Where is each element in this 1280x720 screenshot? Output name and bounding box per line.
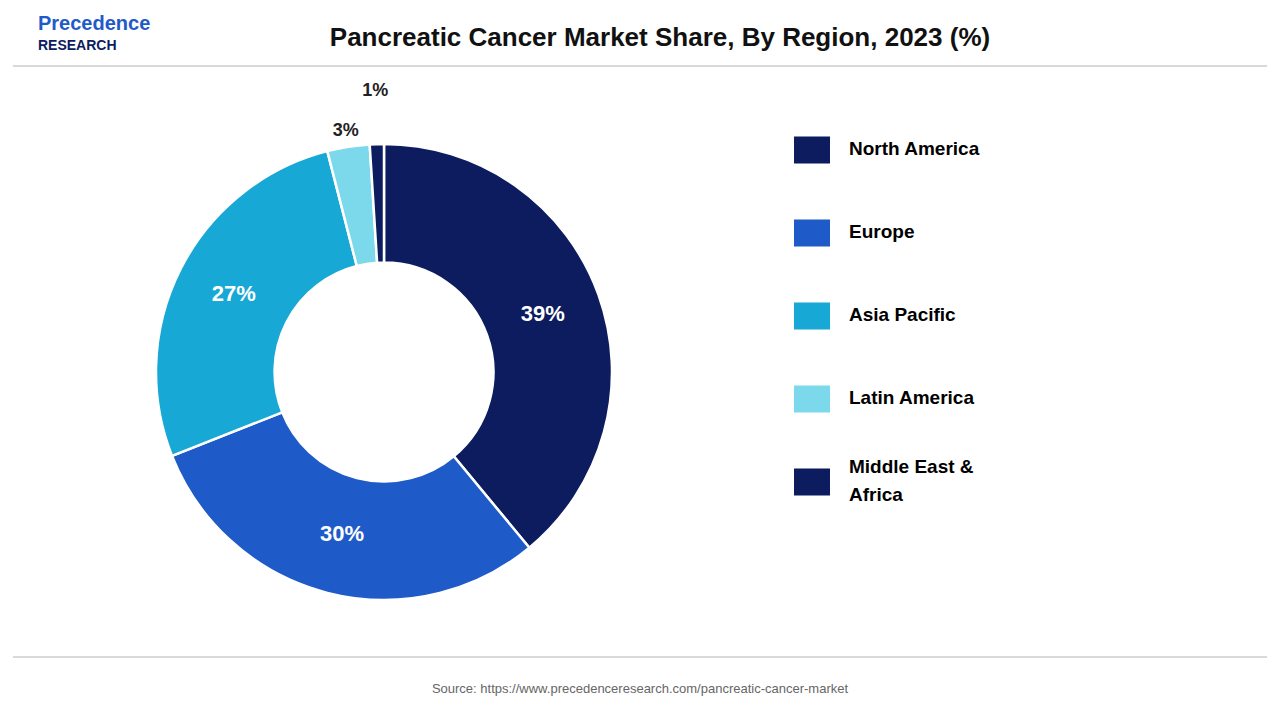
data-label: 3% [333,120,359,140]
data-label: 1% [362,80,388,100]
donut: 39% 30% 27% 3%1% [156,80,612,600]
background [0,0,1280,720]
data-label: 30% [320,521,364,546]
legend-swatch [794,220,830,247]
slice [156,151,357,456]
legend-swatch [794,137,830,164]
legend-label: Europe [849,221,914,242]
title: Pancreatic Cancer Market Share, By Regio… [330,22,990,52]
legend: North America Europe Asia Pacific Latin Ame… [794,137,980,506]
logo-line: Precedence [38,12,150,34]
source: Source: https://www.precedenceresearch.c… [432,681,849,696]
legend-swatch [794,303,830,330]
slice [172,412,529,600]
divider [13,656,1267,658]
slice [370,144,384,263]
legend-label: North America [849,138,980,159]
data-label: 39% [521,301,565,326]
logo-line: RESEARCH [38,37,117,53]
legend-label: Latin America [849,387,974,408]
chart: Precedence RESEARCH Pancreatic Cancer Mark… [0,0,1280,720]
legend-swatch [794,386,830,413]
divider [13,65,1267,67]
legend-label: Middle East &Africa [849,456,974,505]
legend-swatch [794,469,830,496]
legend-label: Asia Pacific [849,304,956,325]
data-label: 27% [212,281,256,306]
